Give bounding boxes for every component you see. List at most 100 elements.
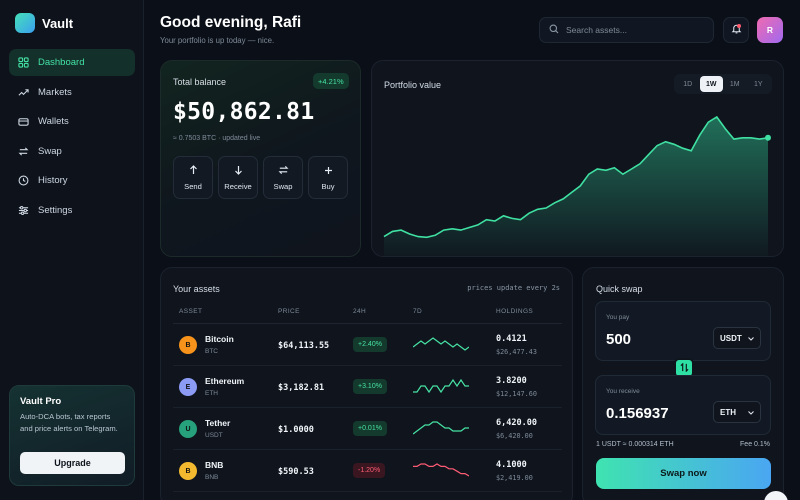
table-row[interactable]: B Bitcoin BTC $64,113.55 +2.40% 0.4121 $… <box>173 324 562 366</box>
clock-icon <box>17 175 29 187</box>
asset-name: Tether <box>205 418 231 428</box>
sparkline <box>413 337 469 351</box>
promo-description: Auto-DCA bots, tax reports and price ale… <box>20 412 118 433</box>
pay-token-select[interactable]: USDT <box>713 327 761 349</box>
table-row[interactable]: B BNB BNB $590.53 -1.20% 4.1000 $2,419.0… <box>173 450 562 492</box>
portfolio-chart <box>383 115 771 256</box>
column-header-7d: 7D <box>413 308 423 315</box>
receive-amount: 0.156937 <box>606 405 669 422</box>
asset-holdings: 6,420.00 <box>496 418 537 428</box>
bitcoin-icon: B <box>179 336 197 354</box>
asset-holdings: 4.1000 <box>496 460 527 470</box>
sidebar-item-history[interactable]: History <box>9 167 135 194</box>
asset-name: Bitcoin <box>205 334 234 344</box>
app-name: Vault <box>42 15 74 31</box>
range-1y[interactable]: 1Y <box>753 80 763 88</box>
sidebar-item-label: History <box>38 175 68 186</box>
asset-price: $590.53 <box>278 467 314 477</box>
assets-title: Your assets <box>173 284 220 294</box>
header-divider <box>173 323 562 324</box>
asset-change-badge: +0.01% <box>353 421 387 436</box>
ethereum-icon: E <box>179 378 197 396</box>
pay-amount-input[interactable]: 500 <box>606 331 632 348</box>
asset-holdings-value: $12,147.60 <box>496 390 537 398</box>
chat-button[interactable] <box>764 491 788 500</box>
swap-now-button[interactable]: Swap now <box>596 458 771 489</box>
asset-holdings: 3.8200 <box>496 376 527 386</box>
assets-card: Your assets prices update every 2s ASSET… <box>160 267 573 500</box>
buy-label: Buy <box>321 181 335 191</box>
range-1d[interactable]: 1D <box>683 80 693 88</box>
receive-token-select[interactable]: ETH <box>713 401 761 423</box>
balance-subtext: ≈ 0.7503 BTC · updated live <box>173 135 261 142</box>
receive-button[interactable]: Receive <box>218 156 258 199</box>
brand[interactable]: Vault <box>15 13 73 33</box>
asset-symbol: USDT <box>205 432 223 439</box>
balance-actions: Send Receive Swap Buy <box>173 156 348 199</box>
portfolio-current-point <box>765 134 771 141</box>
asset-holdings-value: $6,420.00 <box>496 432 533 440</box>
sparkline <box>413 378 469 394</box>
search-icon <box>549 21 559 39</box>
sidebar-item-settings[interactable]: Settings <box>9 197 135 224</box>
sidebar-item-label: Settings <box>38 204 73 216</box>
avatar[interactable]: R <box>757 17 783 43</box>
receive-label: Receive <box>224 181 252 191</box>
asset-symbol: BTC <box>205 348 218 355</box>
asset-symbol: BNB <box>205 474 219 481</box>
sparkline <box>413 421 469 435</box>
buy-button[interactable]: Buy <box>308 156 348 199</box>
sliders-icon <box>17 204 29 216</box>
portfolio-card: Portfolio value 1D 1W 1M 1Y <box>371 60 784 257</box>
search-bar[interactable] <box>539 17 714 43</box>
range-1w[interactable]: 1W <box>699 76 723 92</box>
asset-holdings-value: $26,477.43 <box>496 348 537 356</box>
swap-title: Quick swap <box>596 284 643 294</box>
portfolio-area <box>384 117 768 256</box>
quick-swap-card: Quick swap You pay 500 USDT You receive … <box>582 267 784 500</box>
column-header-price: PRICE <box>278 308 300 315</box>
asset-change-badge: +3.10% <box>353 379 387 394</box>
swap-icon <box>17 145 29 157</box>
vault-logo-icon <box>15 13 35 33</box>
column-header-24h: 24H <box>353 308 367 315</box>
balance-label: Total balance <box>173 77 227 87</box>
pay-token-label: USDT <box>720 333 742 343</box>
sidebar-item-wallets[interactable]: Wallets <box>9 108 135 135</box>
bnb-icon: B <box>179 462 197 480</box>
exchange-rate: 1 USDT ≈ 0.000314 ETH <box>596 441 674 448</box>
asset-symbol: ETH <box>205 390 218 397</box>
trend-icon <box>17 86 29 98</box>
notification-dot <box>737 24 741 28</box>
sidebar-nav: Dashboard Markets Wallets Swap History <box>9 49 135 226</box>
sidebar-item-swap[interactable]: Swap <box>9 138 135 165</box>
receive-box: You receive 0.156937 ETH <box>595 375 771 435</box>
search-input[interactable] <box>566 25 706 35</box>
asset-change-badge: -1.20% <box>353 463 386 478</box>
asset-price: $1.0000 <box>278 425 314 435</box>
swap-action-button[interactable]: Swap <box>263 156 303 199</box>
pay-box: You pay 500 USDT <box>595 301 771 361</box>
send-button[interactable]: Send <box>173 156 213 199</box>
sidebar-item-markets[interactable]: Markets <box>9 79 135 106</box>
upgrade-button[interactable]: Upgrade <box>20 452 125 474</box>
send-label: Send <box>184 181 202 191</box>
chevron-down-icon <box>748 408 754 417</box>
sidebar-item-dashboard[interactable]: Dashboard <box>9 49 135 76</box>
balance-amount: $50,862.81 <box>173 99 315 125</box>
portfolio-title: Portfolio value <box>384 80 442 90</box>
range-selector: 1D 1W 1M 1Y <box>674 74 772 94</box>
range-1m[interactable]: 1M <box>729 80 740 88</box>
sidebar-item-label: Wallets <box>38 116 69 127</box>
asset-price: $64,113.55 <box>278 341 330 351</box>
pro-promo-card: Vault Pro Auto-DCA bots, tax reports and… <box>9 385 135 486</box>
sparkline <box>413 463 469 477</box>
table-row[interactable]: U Tether USDT $1.0000 +0.01% 6,420.00 $6… <box>173 408 562 450</box>
receive-token-label: ETH <box>720 407 736 417</box>
swap-icon <box>278 165 289 176</box>
sidebar-item-label: Dashboard <box>38 57 85 68</box>
table-row[interactable]: E Ethereum ETH $3,182.81 +3.10% 3.8200 $… <box>173 366 562 408</box>
page-subtitle: Your portfolio is up today — nice. <box>160 36 275 45</box>
notifications-button[interactable] <box>723 17 749 43</box>
swap-vertical-icon <box>679 359 689 377</box>
